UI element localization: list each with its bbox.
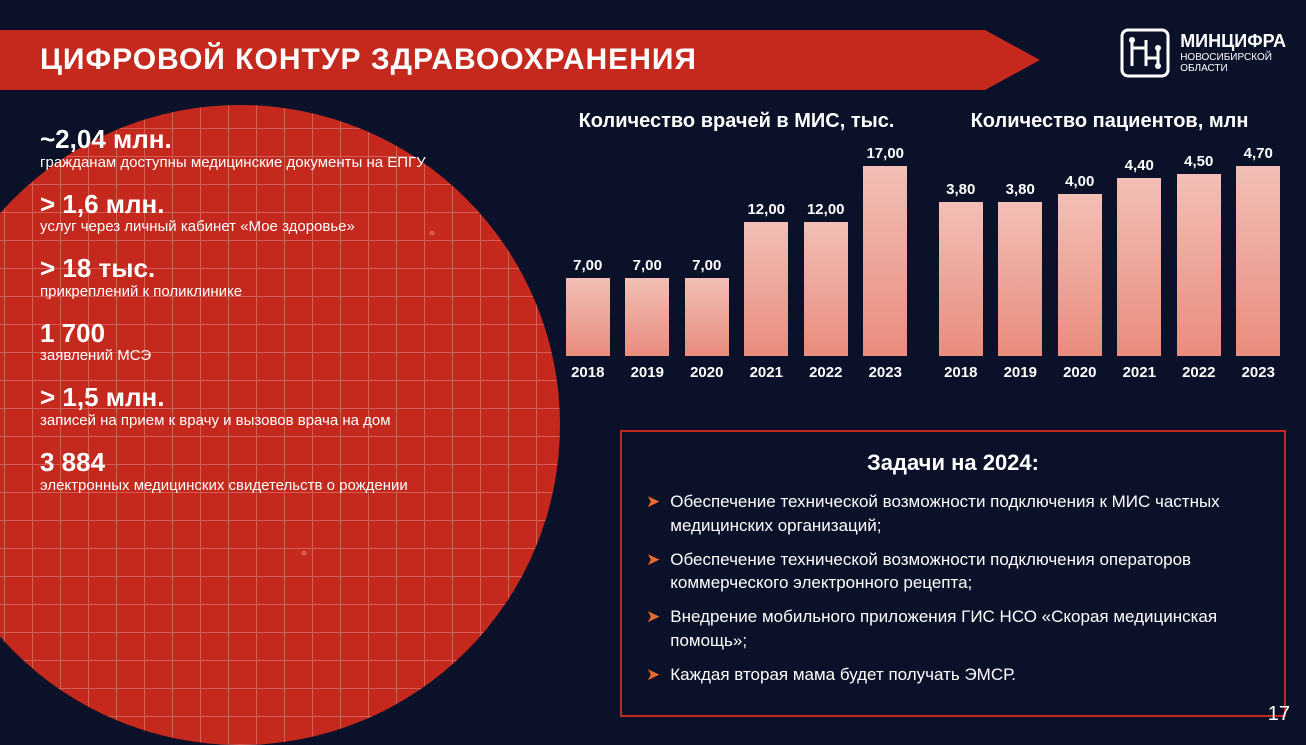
bar-category-label: 2021 xyxy=(750,364,783,381)
mincifra-logo-icon xyxy=(1120,28,1170,78)
logo-main: МИНЦИФРА xyxy=(1180,32,1286,52)
bar-value-label: 4,50 xyxy=(1184,153,1213,170)
task-text: Каждая вторая мама будет получать ЭМСР. xyxy=(670,663,1016,687)
stat-label: прикреплений к поликлинике xyxy=(40,283,540,301)
stat-value: 1 700 xyxy=(40,319,540,348)
bar-category-label: 2018 xyxy=(944,364,977,381)
bar-category-label: 2021 xyxy=(1123,364,1156,381)
chevron-right-icon: ➤ xyxy=(646,548,660,596)
task-item: ➤Обеспечение технической возможности под… xyxy=(646,548,1260,596)
bar-category-label: 2019 xyxy=(631,364,664,381)
chart-bar xyxy=(1177,174,1221,356)
bar-category-label: 2020 xyxy=(690,364,723,381)
chart-bar xyxy=(863,166,907,356)
bar-group: 12,00 2022 xyxy=(798,141,854,381)
chart-bar xyxy=(566,278,610,356)
chart-patients-title: Количество пациентов, млн xyxy=(933,110,1286,133)
page-number: 17 xyxy=(1268,703,1290,726)
stat-value: > 18 тыс. xyxy=(40,254,540,283)
stat-label: записей на прием к врачу и вызовов врача… xyxy=(40,412,540,430)
logo-text: МИНЦИФРА НОВОСИБИРСКОЙ ОБЛАСТИ xyxy=(1180,32,1286,74)
chart-bar xyxy=(998,202,1042,356)
bar-value-label: 3,80 xyxy=(946,181,975,198)
bar-group: 7,00 2020 xyxy=(679,141,735,381)
task-text: Внедрение мобильного приложения ГИС НСО … xyxy=(670,605,1260,653)
task-text: Обеспечение технической возможности подк… xyxy=(670,490,1260,538)
bar-category-label: 2019 xyxy=(1004,364,1037,381)
chart-bar xyxy=(1236,166,1280,356)
bar-group: 17,00 2023 xyxy=(858,141,914,381)
task-item: ➤Внедрение мобильного приложения ГИС НСО… xyxy=(646,605,1260,653)
stat-item: ~2,04 млн.гражданам доступны медицинские… xyxy=(40,125,540,172)
stat-value: > 1,5 млн. xyxy=(40,383,540,412)
charts-row: Количество врачей в МИС, тыс. 7,0020187,… xyxy=(560,110,1286,381)
chart-bar xyxy=(625,278,669,356)
chart-doctors-title: Количество врачей в МИС, тыс. xyxy=(560,110,913,133)
stat-item: > 1,6 млн.услуг через личный кабинет «Мо… xyxy=(40,190,540,237)
stat-label: гражданам доступны медицинские документы… xyxy=(40,154,540,172)
bar-value-label: 12,00 xyxy=(807,201,845,218)
stat-value: > 1,6 млн. xyxy=(40,190,540,219)
chart-doctors: Количество врачей в МИС, тыс. 7,0020187,… xyxy=(560,110,913,381)
bar-group: 12,00 2021 xyxy=(739,141,795,381)
chevron-right-icon: ➤ xyxy=(646,663,660,687)
stat-label: электронных медицинских свидетельств о р… xyxy=(40,477,540,495)
bar-group: 4,00 2020 xyxy=(1052,141,1108,381)
chart-patients: Количество пациентов, млн 3,80 2018 3,80 20… xyxy=(933,110,1286,381)
bar-category-label: 2023 xyxy=(869,364,902,381)
chart-bar xyxy=(804,222,848,356)
logo: МИНЦИФРА НОВОСИБИРСКОЙ ОБЛАСТИ xyxy=(1120,28,1286,78)
bar-group: 7,00 2018 xyxy=(560,141,616,381)
stat-item: 1 700заявлений МСЭ xyxy=(40,319,540,366)
logo-sub1: НОВОСИБИРСКОЙ xyxy=(1180,52,1286,63)
bar-group: 4,40 2021 xyxy=(1112,141,1168,381)
bar-value-label: 4,00 xyxy=(1065,173,1094,190)
bar-value-label: 4,70 xyxy=(1244,145,1273,162)
chart-bar xyxy=(939,202,983,356)
bar-group: 4,70 2023 xyxy=(1231,141,1287,381)
stat-value: 3 884 xyxy=(40,448,540,477)
bar-category-label: 2020 xyxy=(1063,364,1096,381)
chart-patients-area: 3,80 2018 3,80 2019 4,00 2020 4,40 2021 4,50 2022… xyxy=(933,141,1286,381)
bar-group: 3,80 2018 xyxy=(933,141,989,381)
stat-item: > 1,5 млн.записей на прием к врачу и выз… xyxy=(40,383,540,430)
chart-bar xyxy=(1058,194,1102,356)
logo-sub2: ОБЛАСТИ xyxy=(1180,63,1286,74)
bar-value-label: 4,40 xyxy=(1125,157,1154,174)
stat-label: услуг через личный кабинет «Мое здоровье… xyxy=(40,218,540,236)
bar-group: 4,50 2022 xyxy=(1171,141,1227,381)
bar-category-label: 2022 xyxy=(1182,364,1215,381)
chart-bar xyxy=(744,222,788,356)
bar-group: 7,00 2019 xyxy=(620,141,676,381)
task-item: ➤ Каждая вторая мама будет получать ЭМСР. xyxy=(646,663,1260,687)
header-bar: ЦИФРОВОЙ КОНТУР ЗДРАВООХРАНЕНИЯ xyxy=(0,30,1040,90)
tasks-box: Задачи на 2024: ➤Обеспечение технической… xyxy=(620,430,1286,717)
page-title: ЦИФРОВОЙ КОНТУР ЗДРАВООХРАНЕНИЯ xyxy=(40,43,697,77)
stats-list: ~2,04 млн.гражданам доступны медицинские… xyxy=(40,125,540,513)
tasks-title: Задачи на 2024: xyxy=(646,450,1260,476)
bar-value-label: 17,00 xyxy=(866,145,904,162)
chart-bar xyxy=(1117,178,1161,356)
chevron-right-icon: ➤ xyxy=(646,490,660,538)
bar-value-label: 3,80 xyxy=(1006,181,1035,198)
bar-category-label: 2022 xyxy=(809,364,842,381)
bar-category-label: 2023 xyxy=(1242,364,1275,381)
task-item: ➤Обеспечение технической возможности под… xyxy=(646,490,1260,538)
stat-item: > 18 тыс.прикреплений к поликлинике xyxy=(40,254,540,301)
task-text: Обеспечение технической возможности подк… xyxy=(670,548,1260,596)
bar-group: 3,80 2019 xyxy=(993,141,1049,381)
bar-value-label: 12,00 xyxy=(747,201,785,218)
tasks-list: ➤Обеспечение технической возможности под… xyxy=(646,490,1260,687)
bar-value-label: 7,00 xyxy=(633,257,662,274)
stat-item: 3 884электронных медицинских свидетельст… xyxy=(40,448,540,495)
stat-label: заявлений МСЭ xyxy=(40,347,540,365)
chart-bar xyxy=(685,278,729,356)
bar-category-label: 2018 xyxy=(571,364,604,381)
chart-doctors-area: 7,00 2018 7,00 2019 7,00 2020 12,00 2021 12,00 20… xyxy=(560,141,913,381)
bar-value-label: 7,00 xyxy=(692,257,721,274)
chevron-right-icon: ➤ xyxy=(646,605,660,653)
stat-value: ~2,04 млн. xyxy=(40,125,540,154)
bar-value-label: 7,00 xyxy=(573,257,602,274)
